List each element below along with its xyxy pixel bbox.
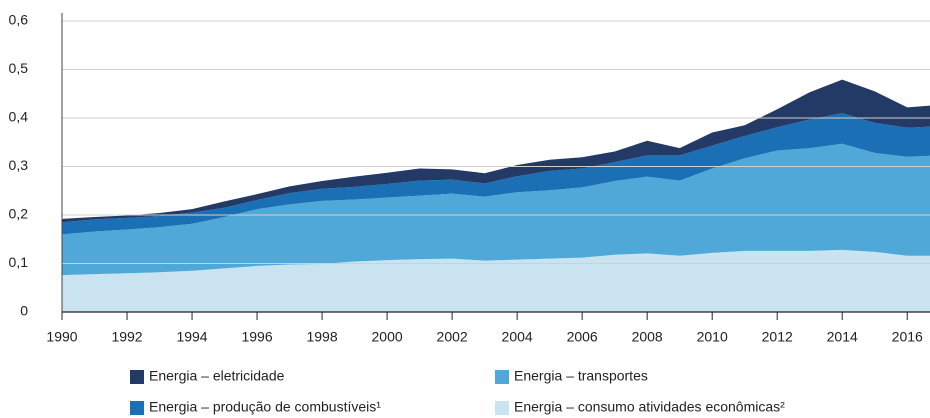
legend-label: Energia – consumo atividades econômicas²: [514, 399, 785, 415]
x-tick-label: 2016: [892, 329, 923, 345]
legend-swatch: [495, 401, 509, 415]
y-tick-label: 0,6: [9, 12, 29, 28]
area: [62, 143, 930, 276]
y-tick-label: 0,1: [9, 254, 29, 270]
x-tick-label: 1992: [111, 329, 142, 345]
x-tick-label: 2002: [437, 329, 468, 345]
x-tick-label: 2012: [762, 329, 793, 345]
legend-label: Energia – produção de combustíveis¹: [149, 399, 381, 415]
area: [62, 113, 930, 235]
x-tick-label: 2014: [827, 329, 858, 345]
x-tick-label: 1990: [46, 329, 77, 345]
x-tick-label: 2010: [697, 329, 728, 345]
legend-swatch: [130, 401, 144, 415]
x-tick-label: 2004: [502, 329, 533, 345]
legend-label: Energia – eletricidade: [149, 368, 285, 384]
legend-swatch: [130, 370, 144, 384]
area: [62, 79, 930, 223]
y-tick-label: 0,4: [9, 109, 29, 125]
x-tick-label: 2008: [632, 329, 663, 345]
x-tick-label: 2000: [372, 329, 403, 345]
x-tick-label: 1998: [306, 329, 337, 345]
x-tick-label: 2006: [567, 329, 598, 345]
y-tick-label: 0,3: [9, 157, 29, 173]
area: [62, 249, 930, 312]
x-tick-label: 1996: [241, 329, 272, 345]
plot-area: [62, 79, 930, 312]
y-tick-label: 0,2: [9, 206, 29, 222]
legend-swatch: [495, 370, 509, 384]
legend-label: Energia – transportes: [514, 368, 648, 384]
y-tick-label: 0: [20, 303, 28, 319]
x-tick-label: 1994: [176, 329, 207, 345]
y-tick-label: 0,5: [9, 60, 29, 76]
